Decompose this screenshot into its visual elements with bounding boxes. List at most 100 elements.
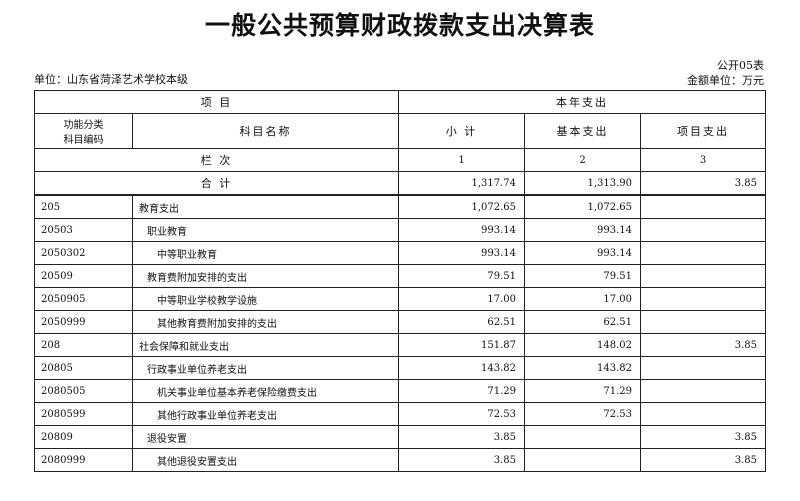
table-row: 2080505 机关事业单位基本养老保险缴费支出 71.29 71.29 bbox=[34, 379, 767, 403]
header-item: 项 目 bbox=[34, 90, 399, 114]
row-subtotal: 17.00 bbox=[398, 287, 525, 311]
table-row: 2080999 其他退役安置支出 3.85 3.85 bbox=[34, 448, 767, 472]
row-basic: 1,072.65 bbox=[524, 194, 641, 219]
row-project bbox=[639, 379, 767, 403]
row-subtotal: 143.82 bbox=[398, 356, 525, 380]
row-code: 20809 bbox=[34, 425, 133, 449]
row-code: 20503 bbox=[34, 218, 133, 242]
row-basic: 993.14 bbox=[524, 218, 641, 242]
row-project bbox=[639, 402, 767, 426]
row-basic: 143.82 bbox=[524, 356, 641, 380]
header-current-year: 本年支出 bbox=[397, 90, 767, 114]
data-rows: 205 教育支出 1,072.65 1,072.65 20503 职业教育 993.14 99… bbox=[34, 194, 767, 472]
header-code-line2: 科目编码 bbox=[63, 135, 104, 146]
row-name: 机关事业单位基本养老保险缴费支出 bbox=[132, 379, 399, 403]
total-row: 合 计 1,317.74 1,313.90 3.85 bbox=[34, 171, 767, 196]
header-code-line1: 功能分类 bbox=[63, 120, 104, 131]
row-basic: 17.00 bbox=[524, 287, 641, 311]
row-code: 2080999 bbox=[34, 448, 133, 472]
header-name-col: 科目名称 bbox=[132, 113, 399, 149]
row-basic: 993.14 bbox=[524, 241, 641, 265]
row-name: 中等职业教育 bbox=[132, 241, 399, 265]
row-name: 社会保障和就业支出 bbox=[132, 333, 399, 357]
row-subtotal: 993.14 bbox=[398, 218, 525, 242]
currency-unit: 金额单位：万元 bbox=[687, 74, 764, 87]
table-row: 208 社会保障和就业支出 151.87 148.02 3.85 bbox=[34, 333, 767, 357]
row-project bbox=[639, 241, 767, 265]
row-name: 职业教育 bbox=[132, 218, 399, 242]
row-name: 退役安置 bbox=[132, 425, 399, 449]
row-subtotal: 71.29 bbox=[398, 379, 525, 403]
header-row-1: 项 目 本年支出 bbox=[34, 90, 767, 114]
row-project: 3.85 bbox=[639, 425, 767, 449]
header-basic: 基本支出 bbox=[524, 113, 641, 149]
row-project: 3.85 bbox=[639, 448, 767, 472]
table-row: 2080599 其他行政事业单位养老支出 72.53 72.53 bbox=[34, 402, 767, 426]
row-basic: 148.02 bbox=[524, 333, 641, 357]
row-project: 3.85 bbox=[639, 333, 767, 357]
row-basic: 79.51 bbox=[524, 264, 641, 288]
row-code: 205 bbox=[34, 194, 133, 219]
row-basic bbox=[524, 448, 641, 472]
row-project bbox=[639, 356, 767, 380]
table-row: 20503 职业教育 993.14 993.14 bbox=[34, 218, 767, 242]
row-name: 中等职业学校教学设施 bbox=[132, 287, 399, 311]
row-name: 其他退役安置支出 bbox=[132, 448, 399, 472]
column-index-1: 1 bbox=[398, 148, 525, 172]
row-code: 20509 bbox=[34, 264, 133, 288]
row-subtotal: 993.14 bbox=[398, 241, 525, 265]
header-code-col: 功能分类 科目编码 bbox=[34, 113, 133, 149]
row-name: 其他教育费附加安排的支出 bbox=[132, 310, 399, 334]
total-project: 3.85 bbox=[639, 171, 767, 196]
row-code: 2050999 bbox=[34, 310, 133, 334]
row-project bbox=[639, 310, 767, 334]
report-title: 一般公共预算财政拨款支出决算表 bbox=[204, 11, 595, 40]
table-row: 20809 退役安置 3.85 3.85 bbox=[34, 425, 767, 449]
row-code: 2050302 bbox=[34, 241, 133, 265]
row-subtotal: 72.53 bbox=[398, 402, 525, 426]
row-subtotal: 1,072.65 bbox=[398, 194, 525, 219]
row-name: 教育费附加安排的支出 bbox=[132, 264, 399, 288]
row-subtotal: 79.51 bbox=[398, 264, 525, 288]
row-project bbox=[639, 264, 767, 288]
reporting-unit: 单位：山东省菏泽艺术学校本级 bbox=[34, 73, 188, 86]
header-subtotal: 小 计 bbox=[398, 113, 525, 149]
table-row: 20509 教育费附加安排的支出 79.51 79.51 bbox=[34, 264, 767, 288]
row-basic bbox=[524, 425, 641, 449]
row-name: 其他行政事业单位养老支出 bbox=[132, 402, 399, 426]
row-code: 2080599 bbox=[34, 402, 133, 426]
column-index-label: 栏 次 bbox=[34, 148, 399, 172]
row-subtotal: 3.85 bbox=[398, 425, 525, 449]
row-basic: 72.53 bbox=[524, 402, 641, 426]
total-label: 合 计 bbox=[34, 171, 399, 196]
total-subtotal: 1,317.74 bbox=[398, 171, 525, 196]
row-project bbox=[639, 218, 767, 242]
header-row-2: 功能分类 科目编码 科目名称 小 计 基本支出 项目支出 bbox=[34, 113, 767, 149]
column-index-2: 2 bbox=[524, 148, 641, 172]
table-row: 2050905 中等职业学校教学设施 17.00 17.00 bbox=[34, 287, 767, 311]
row-name: 教育支出 bbox=[132, 194, 399, 219]
row-code: 20805 bbox=[34, 356, 133, 380]
row-code: 2080505 bbox=[34, 379, 133, 403]
header-project: 项目支出 bbox=[639, 113, 767, 149]
row-basic: 71.29 bbox=[524, 379, 641, 403]
row-name: 行政事业单位养老支出 bbox=[132, 356, 399, 380]
row-basic: 62.51 bbox=[524, 310, 641, 334]
row-subtotal: 151.87 bbox=[398, 333, 525, 357]
total-basic: 1,313.90 bbox=[524, 171, 641, 196]
table-row: 2050999 其他教育费附加安排的支出 62.51 62.51 bbox=[34, 310, 767, 334]
column-index-3: 3 bbox=[639, 148, 767, 172]
row-subtotal: 62.51 bbox=[398, 310, 525, 334]
row-code: 2050905 bbox=[34, 287, 133, 311]
row-project bbox=[639, 194, 767, 219]
row-project bbox=[639, 287, 767, 311]
table-row: 205 教育支出 1,072.65 1,072.65 bbox=[34, 194, 767, 219]
form-number: 公开05表 bbox=[717, 59, 764, 72]
column-index-row: 栏 次 1 2 3 bbox=[34, 148, 767, 172]
table-row: 2050302 中等职业教育 993.14 993.14 bbox=[34, 241, 767, 265]
expenditure-table: 项 目 本年支出 功能分类 科目编码 科目名称 小 计 基本支出 项目支出 栏 … bbox=[34, 90, 767, 472]
row-code: 208 bbox=[34, 333, 133, 357]
table-row: 20805 行政事业单位养老支出 143.82 143.82 bbox=[34, 356, 767, 380]
form-meta: 公开05表 金额单位：万元 bbox=[687, 58, 764, 88]
row-subtotal: 3.85 bbox=[398, 448, 525, 472]
